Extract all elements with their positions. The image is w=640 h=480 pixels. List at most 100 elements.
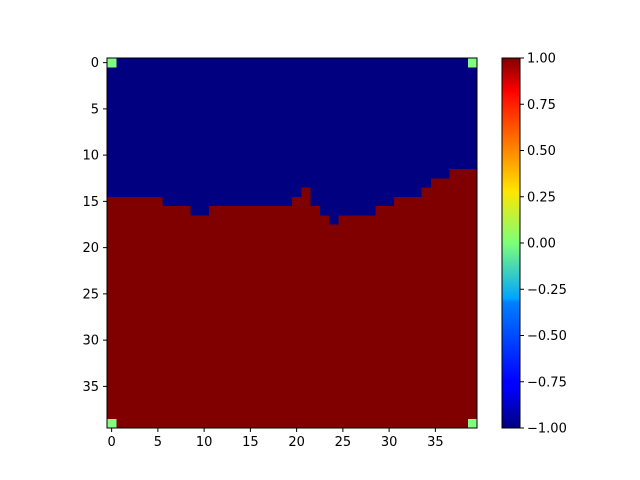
- heatmap-column-upper: [412, 58, 422, 197]
- heatmap-column-lower: [375, 206, 385, 428]
- colorbar-tick-label: −0.25: [527, 283, 567, 298]
- heatmap-column-upper: [301, 58, 311, 188]
- heatmap-column-upper: [440, 58, 450, 179]
- heatmap-corner-cell: [107, 58, 117, 68]
- heatmap-column-lower: [199, 215, 210, 428]
- y-tick-label: 35: [82, 380, 99, 395]
- y-tick-label: 20: [82, 241, 99, 256]
- heatmap-cells: [107, 58, 478, 428]
- heatmap-column-lower: [273, 206, 284, 428]
- heatmap-column-lower: [245, 206, 256, 428]
- heatmap-column-lower: [264, 206, 274, 428]
- heatmap-column-lower: [310, 206, 321, 428]
- x-tick-label: 30: [381, 435, 398, 450]
- heatmap-column-upper: [338, 58, 348, 216]
- heatmap-corner-cell: [467, 418, 477, 428]
- y-tick-label: 10: [82, 149, 99, 164]
- heatmap-column-upper: [199, 58, 210, 216]
- heatmap-column-lower: [430, 178, 441, 428]
- heatmap-corner-cell: [107, 418, 117, 428]
- heatmap-column-lower: [440, 178, 450, 428]
- heatmap-column-upper: [144, 58, 154, 197]
- heatmap-column-upper: [153, 58, 163, 197]
- x-tick-label: 25: [335, 435, 352, 450]
- heatmap-column-lower: [467, 169, 478, 428]
- heatmap-column-upper: [245, 58, 256, 206]
- heatmap-column-lower: [403, 196, 413, 428]
- x-axis: 0 5 10 15 20 25 30 35: [107, 428, 444, 450]
- heatmap-column-lower: [116, 196, 126, 428]
- heatmap-column-upper: [107, 58, 117, 197]
- heatmap-column-lower: [153, 196, 163, 428]
- heatmap-column-upper: [319, 58, 330, 216]
- heatmap-column-lower: [412, 196, 422, 428]
- heatmap-column-lower: [282, 206, 293, 428]
- heatmap-column-upper: [356, 58, 367, 216]
- heatmap-column-lower: [171, 206, 182, 428]
- heatmap-column-upper: [181, 58, 191, 206]
- heatmap-column-lower: [208, 206, 219, 428]
- heatmap-column-lower: [107, 196, 117, 428]
- heatmap-column-upper: [227, 58, 237, 206]
- x-tick-label: 0: [107, 435, 115, 450]
- colorbar-tick-label: −0.75: [527, 375, 567, 390]
- heatmap-column-lower: [449, 169, 459, 428]
- heatmap-corner-cell: [467, 58, 477, 68]
- heatmap-column-upper: [255, 58, 265, 206]
- heatmap-column-upper: [375, 58, 385, 206]
- colorbar-axis: 1.00 0.75 0.50 0.25 0.00 −0.25 −0.50 −0.75 −1.00: [520, 52, 567, 437]
- heatmap-column-lower: [338, 215, 348, 428]
- heatmap-column-lower: [125, 196, 136, 428]
- x-tick-label: 5: [154, 435, 162, 450]
- heatmap-column-lower: [366, 215, 376, 428]
- heatmap-column-upper: [449, 58, 459, 169]
- heatmap-column-upper: [421, 58, 432, 188]
- heatmap-column-upper: [218, 58, 228, 206]
- x-tick-label: 15: [242, 435, 259, 450]
- y-tick-label: 30: [82, 334, 99, 349]
- heatmap-column-upper: [208, 58, 219, 206]
- x-tick-label: 10: [196, 435, 213, 450]
- colorbar-tick-label: 1.00: [527, 52, 556, 67]
- colorbar: [502, 58, 520, 428]
- colorbar-tick-label: 0.50: [527, 144, 556, 159]
- heatmap-column-upper: [162, 58, 173, 206]
- heatmap-column-upper: [171, 58, 182, 206]
- heatmap-column-upper: [292, 58, 302, 197]
- heatmap-column-upper: [430, 58, 441, 179]
- heatmap-column-upper: [384, 58, 395, 206]
- heatmap-column-upper: [347, 58, 358, 216]
- heatmap-column-upper: [264, 58, 274, 206]
- y-tick-label: 25: [82, 287, 99, 302]
- heatmap-column-lower: [134, 196, 145, 428]
- x-tick-label: 35: [427, 435, 444, 450]
- heatmap-column-upper: [273, 58, 284, 206]
- heatmap-column-upper: [282, 58, 293, 206]
- colorbar-tick-label: −0.50: [527, 329, 567, 344]
- heatmap-column-lower: [292, 196, 302, 428]
- heatmap-column-upper: [403, 58, 413, 197]
- heatmap-column-lower: [347, 215, 358, 428]
- colorbar-tick-label: −1.00: [527, 422, 567, 437]
- heatmap-column-lower: [255, 206, 265, 428]
- heatmap-column-lower: [190, 215, 200, 428]
- heatmap-column-lower: [162, 206, 173, 428]
- heatmap-column-lower: [421, 187, 432, 428]
- colorbar-tick-label: 0.75: [527, 98, 556, 113]
- heatmap-column-upper: [329, 58, 339, 225]
- y-tick-label: 15: [82, 195, 99, 210]
- heatmap-column-lower: [236, 206, 247, 428]
- heatmap-column-upper: [310, 58, 321, 206]
- heatmap-column-lower: [227, 206, 237, 428]
- plot-frame: [106, 57, 478, 429]
- heatmap-column-upper: [190, 58, 200, 216]
- y-tick-label: 5: [91, 102, 99, 117]
- heatmap-column-upper: [134, 58, 145, 197]
- heatmap-column-lower: [356, 215, 367, 428]
- heatmap-column-upper: [366, 58, 376, 216]
- heatmap-column-upper: [458, 58, 469, 169]
- heatmap-column-lower: [319, 215, 330, 428]
- heatmap-column-upper: [393, 58, 404, 197]
- heatmap-column-upper: [116, 58, 126, 197]
